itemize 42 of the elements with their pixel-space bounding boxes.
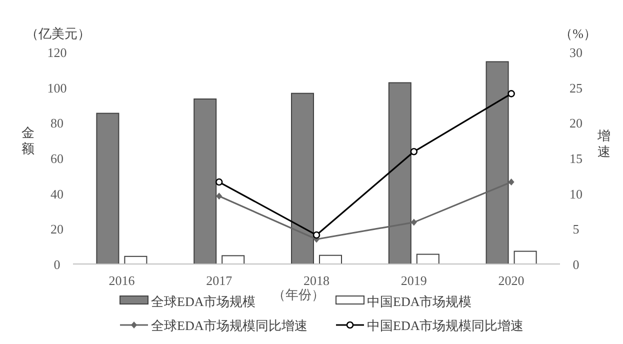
point — [508, 178, 514, 186]
y-tick-label: 40 — [50, 186, 64, 202]
bar — [291, 92, 314, 264]
point — [410, 218, 417, 226]
bar — [486, 61, 509, 264]
bar — [514, 250, 537, 264]
y2-tick-label: 30 — [570, 45, 582, 60]
y2-axis-title: 增速 — [596, 128, 610, 159]
y2-tick-label: 25 — [570, 80, 582, 96]
x-tick-label: 2018 — [304, 273, 330, 288]
bar — [96, 112, 120, 264]
point — [508, 90, 515, 98]
legend-label: 中国EDA市场规模同比增速 — [367, 318, 524, 333]
y2-tick-label: 0 — [572, 257, 580, 272]
y-axis-title: 金额 — [22, 125, 34, 156]
y-tick-label: 20 — [50, 222, 64, 237]
bar — [222, 255, 245, 264]
x-tick-label: 2016 — [108, 273, 136, 288]
x-tick-label: 2017 — [206, 273, 233, 288]
bar — [194, 98, 217, 264]
point — [216, 192, 222, 200]
y2-tick-label: 5 — [572, 222, 580, 237]
y2-tick-label: 10 — [570, 186, 582, 202]
y-tick-label: 60 — [50, 151, 64, 166]
x-tick-label: 2020 — [498, 273, 524, 288]
legend-label: 中国EDA市场规模 — [367, 294, 472, 309]
bar — [388, 82, 412, 264]
y-tick-label: 80 — [50, 116, 64, 131]
legend-label: 全球EDA市场规模 — [151, 294, 256, 309]
y-tick-label: 120 — [47, 45, 67, 60]
text: （%） — [560, 26, 596, 41]
y-tick-label: 0 — [54, 257, 60, 272]
legend-label: 全球EDA市场规模同比增速 — [151, 318, 308, 333]
text: （亿美元） — [26, 26, 90, 41]
point — [215, 178, 223, 186]
x-axis-title: （年份） — [272, 287, 324, 302]
y-tick-label: 100 — [47, 80, 67, 96]
point — [410, 148, 418, 156]
point — [312, 231, 320, 239]
x-tick-label: 2019 — [400, 273, 427, 288]
y2-tick-label: 15 — [570, 151, 582, 166]
y2-tick-label: 20 — [570, 116, 582, 131]
